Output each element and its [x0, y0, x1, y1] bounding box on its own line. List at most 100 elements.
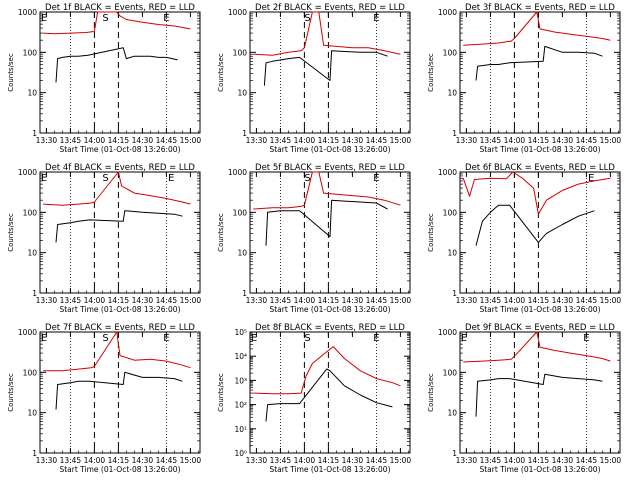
panel-9-ytick-label: 1 [452, 449, 457, 458]
panel-2-xtick-label: 14:45 [366, 136, 388, 145]
panel-2-xtick-label: 14:15 [318, 136, 340, 145]
panel-6-xtick-label: 14:15 [528, 296, 550, 305]
panel-5-xtick-label: 14:00 [294, 296, 316, 305]
panel-8-ylabel: Counts/sec [217, 373, 225, 412]
panel-7-xtick-label: 13:30 [36, 456, 58, 465]
panel-7-marker-s: S [102, 333, 108, 344]
panel-8-ytick-label: 10² [234, 401, 247, 410]
panel-4-series-events [55, 210, 183, 243]
panel-3-xlabel: Start Time (01-Oct-08 13:26:00) [479, 145, 600, 154]
panel-5-xtick-label: 14:15 [318, 296, 340, 305]
panel-1-series-lld [43, 11, 191, 35]
panel-7-ylabel: Counts/sec [7, 373, 15, 412]
panel-5-ytick-label: 10 [237, 249, 247, 258]
panel-7-xtick-label: 14:45 [156, 456, 178, 465]
panel-5-ytick-label: 1000 [228, 168, 247, 177]
panel-2-ytick-label: 1000 [228, 8, 247, 17]
panel-9-xtick-label: 13:30 [456, 456, 478, 465]
panel-9-xlabel: Start Time (01-Oct-08 13:26:00) [479, 465, 600, 474]
panel-9: Det 9f BLACK = Events, RED = LLD 1 10 100 10… [427, 323, 621, 474]
panel-2-title: Det 2f BLACK = Events, RED = LLD [255, 3, 405, 13]
panel-9-ytick-label: 100 [443, 368, 458, 377]
panel-5: Det 5f BLACK = Events, RED = LLD 1 10 100 10… [217, 163, 411, 314]
panel-2-frame [249, 11, 411, 134]
panel-5-xtick-label: 14:30 [342, 296, 364, 305]
panel-9-ytick-label: 1000 [438, 328, 457, 337]
panel-4-xlabel: Start Time (01-Oct-08 13:26:00) [59, 305, 180, 314]
panel-9-series-events [475, 373, 603, 417]
panel-1-ytick-label: 10 [27, 89, 37, 98]
panel-6-xlabel: Start Time (01-Oct-08 13:26:00) [479, 305, 600, 314]
panel-5-frame [249, 171, 411, 294]
panel-8-ytick-label: 10⁰ [234, 449, 247, 458]
panel-8-title: Det 8f BLACK = Events, RED = LLD [255, 323, 405, 333]
panel-3-ytick-label: 1000 [438, 8, 457, 17]
panel-8-series-lld [253, 346, 401, 395]
panel-1-title: Det 1f BLACK = Events, RED = LLD [45, 3, 195, 13]
panel-3-ylabel: Counts/sec [427, 53, 435, 92]
panel-4-xtick-label: 13:45 [60, 296, 82, 305]
panel-4-xtick-label: 13:30 [36, 296, 58, 305]
panel-1: Det 1f BLACK = Events, RED = LLD 1 10 100 10… [7, 3, 201, 154]
panel-8-marker-e: E [373, 333, 379, 344]
panel-6-series-lld [462, 171, 611, 215]
panel-1-xtick-label: 14:30 [132, 136, 154, 145]
panel-8-xtick-label: 14:30 [342, 456, 364, 465]
panel-2-ytick-label: 100 [233, 48, 248, 57]
panel-3-title: Det 3f BLACK = Events, RED = LLD [465, 3, 615, 13]
panel-4-frame [39, 171, 201, 294]
panel-5-marker-s: S [304, 173, 310, 184]
panel-8-ytick-label: 10⁵ [234, 328, 247, 337]
panel-9-frame [459, 331, 621, 454]
panel-9-marker-e: E [583, 333, 589, 344]
panel-9-marker-e: E [461, 333, 467, 344]
panel-4-ytick-label: 10 [27, 249, 37, 258]
panel-7-frame [39, 331, 201, 454]
panel-6-ytick-label: 100 [443, 208, 458, 217]
panel-8-marker-e: E [251, 333, 257, 344]
panel-3-series-events [475, 45, 603, 81]
panel-2-xtick-label: 13:45 [270, 136, 292, 145]
panel-2-series-events [263, 50, 388, 86]
panel-6-xtick-label: 13:30 [456, 296, 478, 305]
panel-2-xtick-label: 14:30 [342, 136, 364, 145]
panel-6-frame [459, 171, 621, 294]
panel-7: Det 7f BLACK = Events, RED = LLD 1 10 100 10… [7, 323, 201, 474]
panel-7-xtick-label: 14:15 [108, 456, 130, 465]
panel-7-xtick-label: 13:45 [60, 456, 82, 465]
panel-1-ytick-label: 1000 [18, 8, 37, 17]
panel-1-series-events [55, 47, 178, 83]
panel-5-ytick-label: 1 [242, 289, 247, 298]
panel-7-ytick-label: 1 [32, 449, 37, 458]
panel-7-ytick-label: 10 [27, 409, 37, 418]
panel-3-xtick-label: 13:45 [480, 136, 502, 145]
panel-6-xtick-label: 14:45 [576, 296, 598, 305]
panel-2-xtick-label: 15:00 [390, 136, 412, 145]
panel-5-xtick-label: 13:45 [270, 296, 292, 305]
panel-9-xtick-label: 13:45 [480, 456, 502, 465]
panel-3-xtick-label: 14:00 [504, 136, 526, 145]
panel-8-xtick-label: 15:00 [390, 456, 412, 465]
panel-4-marker-e: E [168, 173, 174, 184]
panel-9-ylabel: Counts/sec [427, 373, 435, 412]
panel-3-ytick-label: 10 [447, 89, 457, 98]
panel-7-marker-e: E [163, 333, 169, 344]
panel-4-xtick-label: 14:15 [108, 296, 130, 305]
panel-6-xtick-label: 14:00 [504, 296, 526, 305]
panel-6-xtick-label: 15:00 [600, 296, 622, 305]
panel-4-xtick-label: 14:45 [156, 296, 178, 305]
panel-7-ytick-label: 100 [23, 368, 38, 377]
panel-4-ytick-label: 100 [23, 208, 38, 217]
panel-1-xtick-label: 13:45 [60, 136, 82, 145]
panel-5-xtick-label: 14:45 [366, 296, 388, 305]
panel-7-ytick-label: 1000 [18, 328, 37, 337]
panel-9-series-lld [463, 331, 611, 363]
panel-6-ytick-label: 10 [447, 249, 457, 258]
panel-4-series-lld [43, 171, 191, 206]
panel-5-title: Det 5f BLACK = Events, RED = LLD [255, 163, 405, 173]
panel-7-xtick-label: 15:00 [180, 456, 202, 465]
panel-3-ytick-label: 1 [452, 129, 457, 138]
panel-4-title: Det 4f BLACK = Events, RED = LLD [45, 163, 195, 173]
panel-7-xtick-label: 14:00 [84, 456, 106, 465]
